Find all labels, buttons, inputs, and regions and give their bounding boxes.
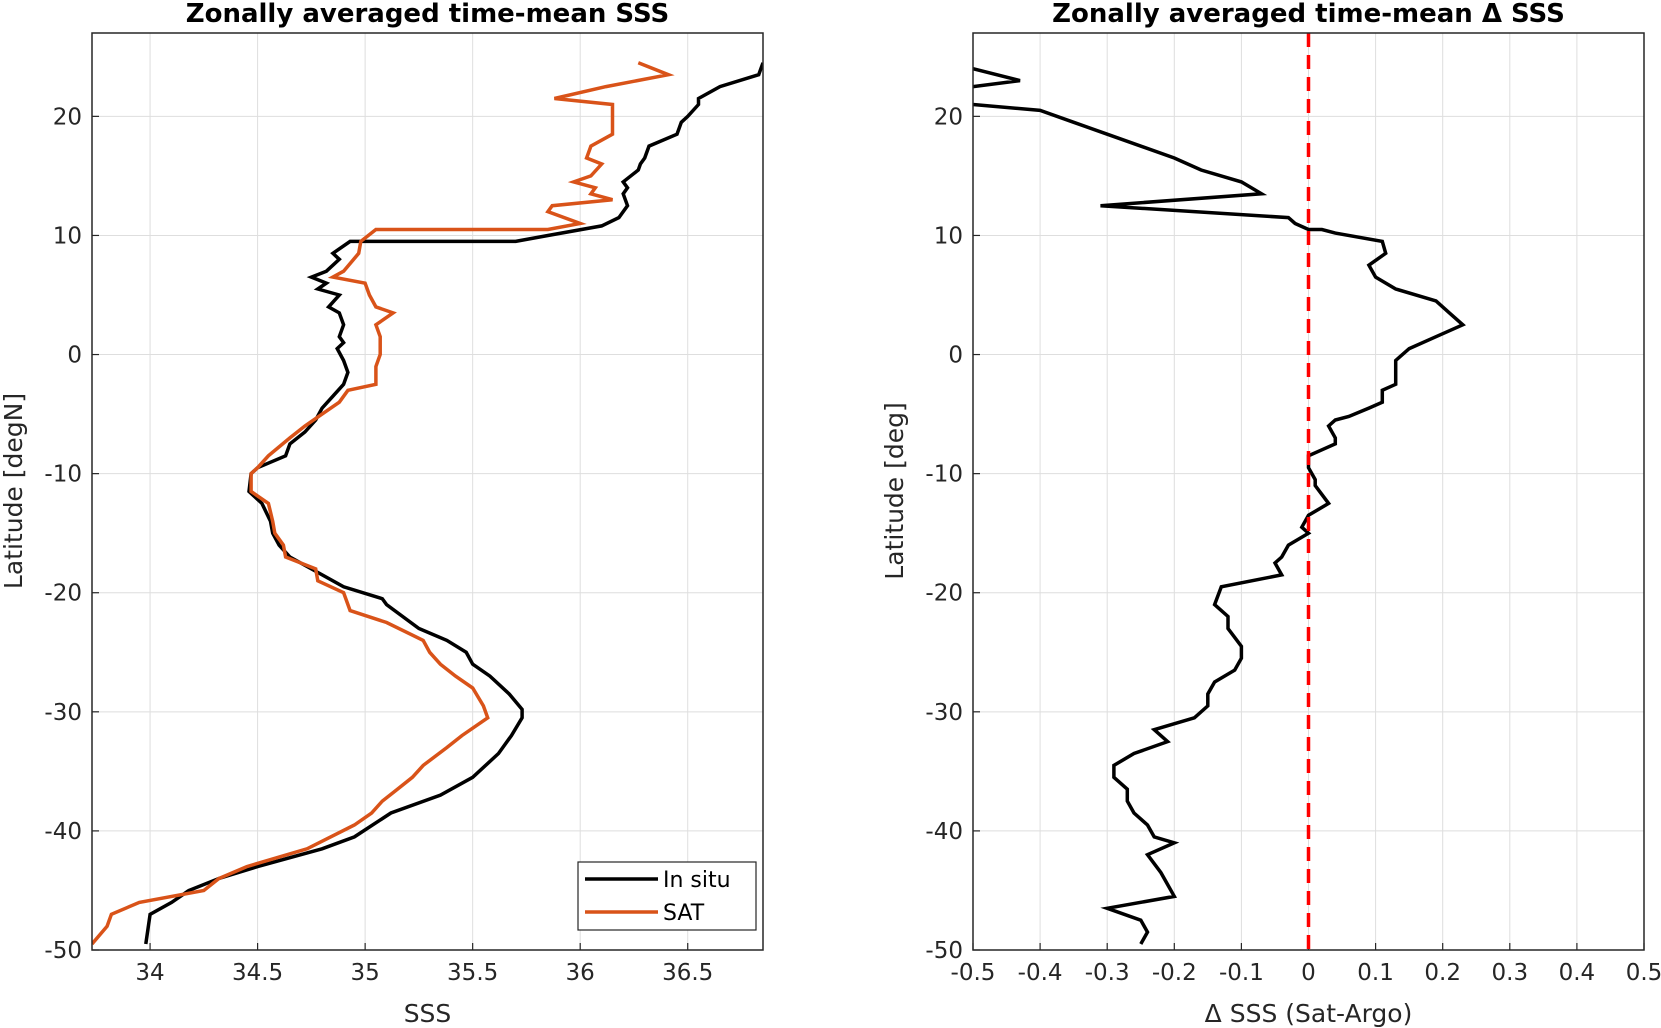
sss-x-tick-label: 34 [135, 960, 164, 986]
delta-sss-chart-title: Zonally averaged time-mean Δ SSS [1052, 0, 1565, 29]
delta-sss-axes-box [972, 32, 1645, 951]
delta-sss-y-tick-label: 0 [948, 343, 963, 369]
sss-x-tick-label: 35.5 [447, 960, 498, 986]
sss-x-tick-label: 36 [566, 960, 595, 986]
delta-sss-y-tick-label: -20 [925, 581, 963, 607]
legend-label-sat: SAT [663, 901, 705, 926]
sss-y-tick-label: 0 [67, 343, 82, 369]
delta-sss-y-axis-label: Latitude [deg] [880, 402, 909, 579]
delta-sss-y-tick-label: 20 [934, 104, 963, 130]
sss-y-tick-label: -10 [44, 462, 82, 488]
delta-sss-ticks: -0.5 -0.4 -0.3 -0.2 -0.1 0 0.1 0.2 0.3 0.4 0.5 -50 -… [925, 104, 1661, 986]
sss-x-tick-label: 36.5 [662, 960, 713, 986]
delta-sss-series-layer [973, 33, 1466, 950]
legend-box [577, 861, 757, 931]
sss-ticks: 34 34.5 35 35.5 36 36.5 -50 -40 -30 -20 -10 0 10 20 [44, 104, 713, 986]
delta-sss-x-tick-label: 0.2 [1424, 960, 1461, 986]
delta-sss-panel: -0.5 -0.4 -0.3 -0.2 -0.1 0 0.1 0.2 0.3 0.4 0.5 -50 -… [880, 0, 1661, 1028]
delta-sss-x-tick-label: -0.4 [1018, 960, 1063, 986]
sss-x-axis-label: SSS [404, 999, 452, 1028]
sss-series-layer [92, 61, 763, 946]
delta-sss-x-tick-label: 0.5 [1626, 960, 1661, 986]
sss-y-tick-label: -30 [44, 700, 82, 726]
delta-sss-y-tick-label: -40 [925, 819, 963, 845]
delta-sss-x-tick-label: -0.1 [1219, 960, 1264, 986]
sss-x-tick-label: 35 [350, 960, 379, 986]
delta-sss-x-tick-label: -0.2 [1152, 960, 1197, 986]
sss-y-tick-label: 20 [53, 104, 82, 130]
delta-sss-y-tick-label: 10 [934, 223, 963, 249]
delta-sss-x-tick-label: -0.5 [951, 960, 996, 986]
delta-sss-y-tick-label: -10 [925, 462, 963, 488]
delta-sss-x-tick-label: 0.1 [1357, 960, 1394, 986]
sss-grid [92, 33, 763, 951]
sss-series-line-sat [92, 61, 675, 946]
delta-sss-y-tick-label: -30 [925, 700, 963, 726]
delta-sss-x-tick-label: -0.3 [1085, 960, 1130, 986]
sss-y-axis-label: Latitude [degN] [0, 393, 28, 589]
sss-y-tick-label: -50 [44, 938, 82, 964]
legend-label-in-situ: In situ [663, 868, 731, 893]
sss-y-tick-label: 10 [53, 223, 82, 249]
delta-sss-y-tick-label: -50 [925, 938, 963, 964]
delta-sss-x-tick-label: 0.3 [1492, 960, 1529, 986]
sss-y-tick-label: -40 [44, 819, 82, 845]
sss-x-tick-label: 34.5 [232, 960, 283, 986]
delta-sss-x-axis-label: Δ SSS (Sat-Argo) [1205, 999, 1413, 1028]
delta-sss-x-tick-label: 0.4 [1559, 960, 1596, 986]
sss-y-tick-label: -20 [44, 581, 82, 607]
legend: In situ SAT [577, 861, 757, 931]
sss-chart-title: Zonally averaged time-mean SSS [186, 0, 670, 29]
delta-sss-x-tick-label: 0 [1301, 960, 1316, 986]
sss-axes-box [91, 32, 764, 951]
sss-panel: 34 34.5 35 35.5 36 36.5 -50 -40 -30 -20 -10 0 10 20 Z… [0, 0, 764, 1028]
sss-series-line-in-situ [144, 62, 763, 945]
sss-plot-area [92, 33, 763, 950]
